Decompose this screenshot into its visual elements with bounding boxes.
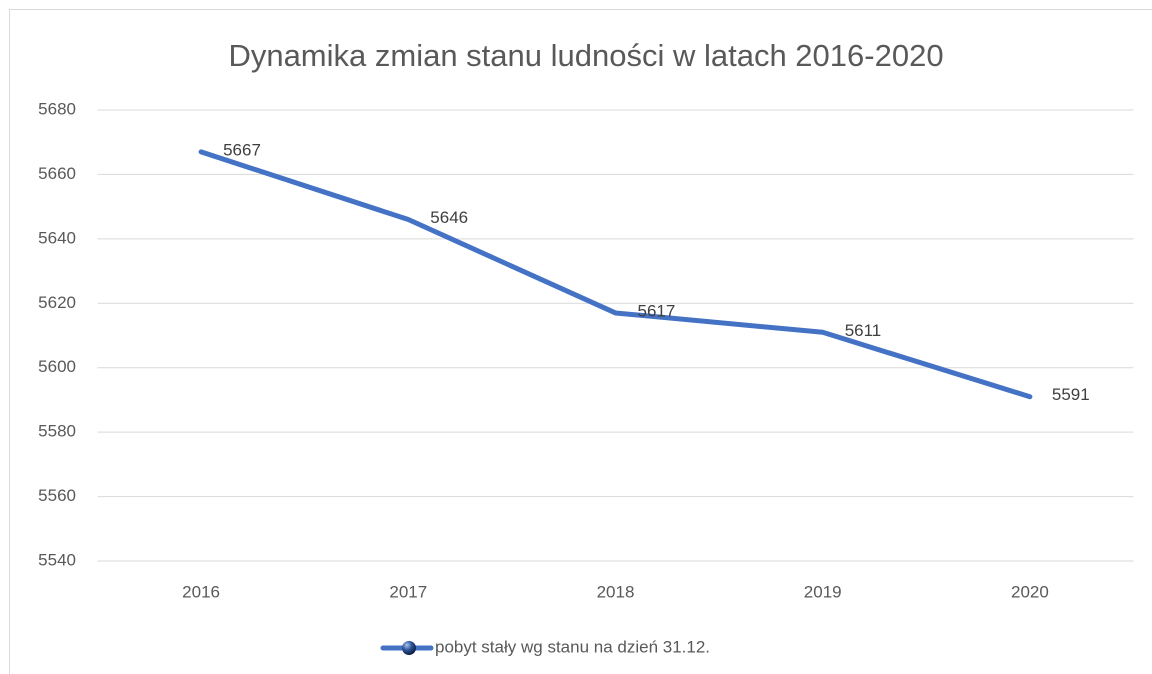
chart-border bbox=[9, 9, 1152, 674]
data-label: 5646 bbox=[430, 208, 468, 227]
x-tick-label: 2016 bbox=[182, 582, 220, 601]
data-label: 5611 bbox=[845, 321, 882, 340]
legend-marker bbox=[402, 641, 416, 655]
y-tick-label: 5660 bbox=[38, 164, 76, 183]
data-label: 5667 bbox=[223, 140, 261, 159]
data-label: 5617 bbox=[638, 301, 676, 320]
y-tick-label: 5620 bbox=[38, 293, 76, 312]
chart-title: Dynamika zmian stanu ludności w latach 2… bbox=[228, 38, 943, 73]
y-tick-label: 5560 bbox=[38, 486, 76, 505]
x-tick-label: 2017 bbox=[389, 582, 427, 601]
series-line bbox=[198, 149, 1033, 400]
x-tick-label: 2019 bbox=[804, 582, 842, 601]
x-tick-label: 2018 bbox=[597, 582, 635, 601]
data-label: 5591 bbox=[1052, 385, 1090, 404]
y-tick-label: 5600 bbox=[38, 357, 76, 376]
y-tick-label: 5580 bbox=[38, 422, 76, 441]
y-tick-label: 5680 bbox=[38, 99, 76, 118]
y-tick-label: 5540 bbox=[38, 550, 76, 569]
legend-label: pobyt stały wg stanu na dzień 31.12. bbox=[435, 637, 710, 656]
y-tick-label: 5640 bbox=[38, 228, 76, 247]
x-tick-label: 2020 bbox=[1011, 582, 1049, 601]
